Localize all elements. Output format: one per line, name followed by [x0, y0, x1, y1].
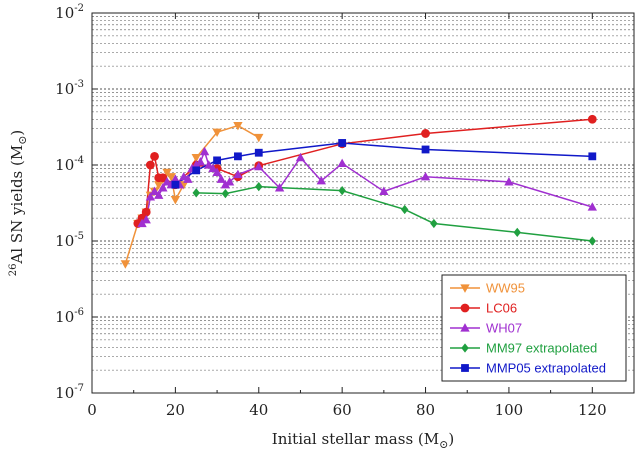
data-point [379, 186, 389, 195]
x-axis-title-sub: ⊙ [439, 438, 448, 451]
data-point [233, 121, 243, 131]
data-point [400, 204, 409, 215]
data-point [204, 160, 214, 169]
legend-marker [461, 343, 469, 353]
data-point [166, 173, 176, 182]
data-point [233, 169, 243, 179]
series-markers [120, 114, 597, 269]
data-point [254, 133, 264, 143]
y-tick-label: 10-3 [55, 79, 84, 98]
data-point [170, 196, 181, 205]
x-tick-label: 60 [333, 401, 352, 419]
legend-label: WH07 [486, 321, 522, 336]
data-point [338, 185, 346, 196]
data-point [208, 163, 218, 173]
x-tick-label: 20 [166, 401, 185, 419]
legend-marker [460, 284, 470, 293]
data-point [141, 207, 151, 217]
legend-label: WW95 [486, 281, 525, 296]
data-point [254, 161, 264, 171]
data-point [141, 214, 151, 224]
data-point [504, 177, 514, 186]
y-tick-label: 10-7 [55, 383, 84, 402]
x-axis-title: Initial stellar mass (M⊙) [272, 430, 454, 451]
legend-label: LC06 [486, 301, 517, 316]
x-ticks: 0 20 40 60 80 100 120 [87, 13, 607, 419]
data-point [274, 183, 285, 192]
data-point [212, 167, 222, 176]
data-point [162, 168, 172, 178]
legend: WW95 LC06 WH07 MM97 extrapolated MMP05 extra… [441, 274, 627, 382]
data-point [255, 181, 263, 192]
series-line-0 [124, 124, 260, 265]
legend-marker [460, 303, 470, 313]
legend-marker [461, 364, 469, 372]
data-point [145, 192, 156, 201]
data-point [192, 166, 201, 175]
y-axis-title-sub: ⊙ [16, 136, 29, 145]
data-point [120, 260, 131, 269]
data-point [179, 171, 189, 181]
legend-label: MMP05 extrapolated [486, 361, 606, 376]
data-point [234, 152, 242, 161]
data-point [587, 202, 597, 211]
y-tick-label: 10-6 [55, 307, 84, 326]
y-tick-label: 10-2 [55, 3, 84, 22]
data-point [420, 171, 431, 181]
x-tick-label: 80 [416, 401, 435, 419]
series-line-1 [137, 118, 593, 224]
data-point [183, 174, 193, 183]
data-point [150, 151, 159, 161]
data-point [162, 177, 172, 186]
data-point [158, 183, 168, 192]
y-tick-label: 10-4 [55, 155, 84, 174]
data-point [191, 154, 201, 163]
plot-frame [91, 12, 635, 394]
data-point [213, 156, 221, 165]
data-point [316, 175, 326, 185]
data-point [421, 129, 430, 138]
data-point [195, 157, 206, 166]
data-point [154, 190, 164, 199]
data-point [254, 148, 263, 157]
y-ticks: 10-7 10-6 10-5 10-4 10-3 10-2 [55, 3, 98, 402]
legend-entries: WW95 LC06 WH07 MM97 extrapolated MMP05 extra… [450, 281, 606, 376]
x-tick-label: 100 [495, 401, 524, 419]
legend-marker [460, 323, 470, 332]
x-tick-label: 0 [87, 401, 97, 419]
legend-label: MM97 extrapolated [486, 341, 597, 356]
data-point [212, 128, 222, 138]
data-point [430, 218, 438, 229]
y-tick-label: 10-5 [55, 231, 84, 250]
y-axis-title-sup: 26 [8, 264, 19, 277]
data-point [338, 139, 347, 147]
data-point [588, 236, 597, 246]
series-line-3 [196, 185, 593, 242]
x-tick-label: 40 [249, 401, 268, 419]
data-point [216, 174, 226, 183]
data-point [421, 145, 430, 154]
data-point [199, 146, 210, 156]
data-point [587, 114, 597, 124]
data-point [295, 152, 306, 162]
data-point [588, 152, 597, 161]
data-point [149, 186, 160, 195]
y-axis-title: 26Al SN yields (M⊙) [8, 130, 29, 277]
x-tick-label: 120 [578, 401, 607, 419]
data-point [337, 158, 347, 167]
data-point [145, 160, 155, 170]
data-point [171, 180, 180, 189]
data-point [224, 177, 235, 186]
data-point [221, 188, 230, 199]
data-point [192, 188, 200, 198]
data-point [513, 227, 521, 237]
